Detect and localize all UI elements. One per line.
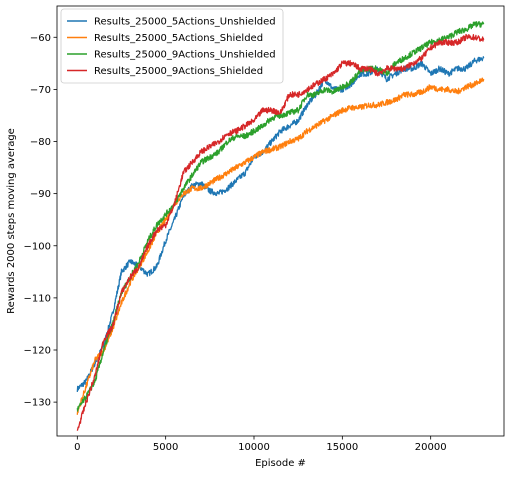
- legend-label: Results_25000_9Actions_Shielded: [94, 66, 263, 77]
- legend-label: Results_25000_9Actions_Unshielded: [94, 50, 276, 61]
- x-tick-label: 10000: [238, 442, 270, 453]
- y-ticks: −130 −120 −110 −100 −90 −80 −70 −60: [24, 33, 57, 409]
- axes-frame: [56, 5, 505, 437]
- x-axis-label: Episode #: [255, 458, 306, 469]
- y-tick-label: −60: [30, 33, 51, 44]
- x-tick-label: 0: [74, 442, 80, 453]
- legend-label: Results_25000_5Actions_Unshielded: [94, 17, 276, 28]
- y-tick-label: −90: [30, 189, 51, 200]
- y-tick-label: −130: [24, 398, 51, 409]
- y-axis-label: Rewards 2000 steps moving average: [6, 128, 17, 314]
- y-tick-label: −80: [30, 137, 51, 148]
- series-line-4: [76, 33, 485, 431]
- legend: Results_25000_5Actions_Unshielded Results…: [60, 8, 284, 84]
- x-ticks: 0 5000 10000 15000 20000: [74, 436, 447, 453]
- y-tick-label: −110: [24, 293, 51, 304]
- series-line-3: [76, 20, 485, 412]
- y-tick-label: −70: [30, 85, 51, 96]
- series-layer: [76, 20, 485, 431]
- series-line-2: [76, 77, 485, 415]
- y-tick-label: −100: [24, 241, 51, 252]
- x-tick-label: 5000: [153, 442, 178, 453]
- legend-box: [60, 8, 284, 84]
- series-line-1: [76, 56, 485, 393]
- x-tick-label: 15000: [326, 442, 358, 453]
- y-tick-label: −120: [24, 346, 51, 357]
- x-tick-label: 20000: [415, 442, 447, 453]
- legend-label: Results_25000_5Actions_Shielded: [94, 33, 263, 44]
